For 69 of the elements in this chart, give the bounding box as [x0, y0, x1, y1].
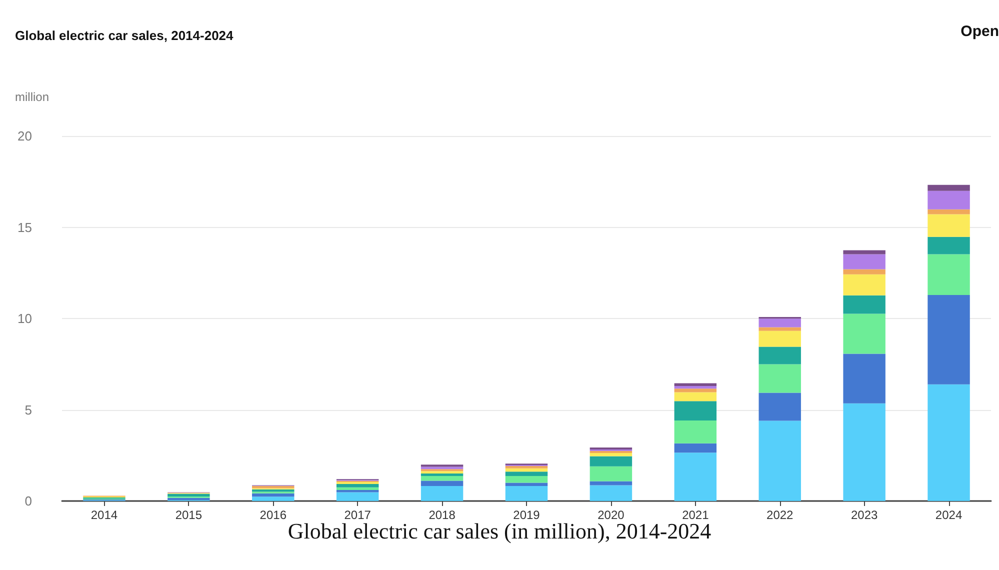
bar [505, 482, 548, 486]
bar [843, 295, 886, 314]
bar [505, 468, 548, 472]
bar [843, 314, 886, 354]
bar [420, 476, 464, 481]
x-tick-label: 2022 [766, 508, 794, 522]
bar [928, 214, 970, 237]
bar [336, 484, 379, 488]
bar [758, 318, 801, 328]
text: Open [960, 23, 999, 40]
x-tick-label: 2024 [935, 508, 962, 522]
bar [758, 364, 801, 393]
bar [590, 456, 632, 466]
bar [674, 392, 717, 402]
bar [420, 480, 464, 486]
bar [928, 190, 970, 210]
bar [928, 384, 970, 501]
bar [674, 401, 717, 421]
bar [928, 209, 970, 214]
y-tick-label: 15 [18, 220, 32, 235]
bar [590, 466, 632, 482]
bar [674, 443, 717, 453]
bar [843, 269, 886, 274]
bar [590, 485, 632, 501]
bar [420, 473, 464, 476]
bar [590, 481, 632, 486]
bar [843, 254, 886, 270]
bar [674, 452, 717, 501]
bar [420, 466, 464, 470]
bar [168, 494, 210, 496]
bar [758, 346, 801, 364]
bar [674, 388, 717, 392]
bar [168, 498, 210, 500]
bar [336, 487, 379, 490]
y-axis-title: million [15, 90, 50, 104]
x-tick-label: 2016 [260, 508, 287, 522]
bar [674, 383, 717, 386]
bar [928, 236, 970, 254]
bar [928, 294, 970, 384]
bar [843, 403, 886, 501]
bar [252, 496, 294, 501]
bar [252, 493, 294, 497]
bar [758, 420, 801, 501]
bar [758, 327, 801, 331]
chart-title: Global electric car sales, 2014-2024 [15, 28, 234, 43]
bar [420, 486, 464, 501]
y-tick-label: 0 [24, 494, 32, 508]
bar [505, 472, 548, 476]
y-tick-label: 5 [24, 402, 32, 418]
bar [758, 330, 801, 347]
bar [843, 274, 886, 296]
bar [505, 486, 548, 501]
bar [843, 250, 886, 254]
y-tick-label: 10 [18, 311, 32, 326]
bar [505, 476, 548, 483]
x-tick-label: 2015 [175, 508, 202, 522]
bar [590, 453, 632, 456]
x-tick-label: 2014 [90, 508, 118, 522]
bar [590, 450, 632, 454]
bar [505, 466, 548, 468]
bar [928, 184, 970, 191]
bar [758, 392, 801, 421]
bar [928, 254, 970, 295]
bar [843, 354, 886, 404]
x-tick-label: 2023 [850, 508, 878, 522]
bar [336, 492, 379, 501]
bar [674, 386, 717, 389]
y-tick-label: 20 [18, 128, 32, 144]
bar [674, 420, 717, 444]
